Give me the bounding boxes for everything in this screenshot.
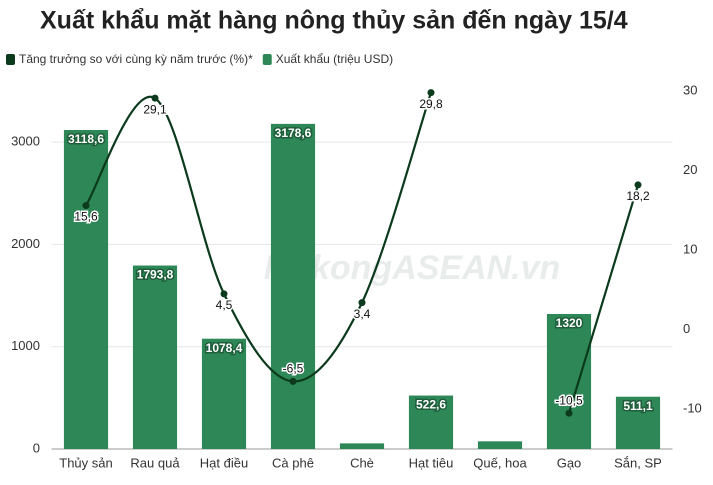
x-tick-label: Gạo [557,455,582,470]
legend-label: Tăng trưởng so với cùng kỳ năm trước (%)… [19,52,253,66]
y2-tick-label: -10 [683,401,702,416]
line-value-label: -6,5 [283,362,304,376]
y2-tick-label: 30 [683,82,697,97]
y-tick-label: 3000 [11,134,40,149]
line-value-label: 18,2 [626,189,650,203]
x-tick-label: Rau quả [130,455,180,470]
bar-value-label: 3118,6 [68,132,104,146]
bar [201,338,247,449]
line-point [289,377,297,385]
line-point [427,89,435,97]
line-point [565,409,573,417]
line-value-label: 3,4 [354,307,371,321]
line-value-label: 4,5 [216,298,233,312]
line-point [82,202,90,210]
bar [546,313,592,449]
line-point [358,299,366,307]
y-tick-label: 1000 [11,338,40,353]
line-value-label: -10,5 [555,393,583,407]
chart-title: Xuất khẩu mặt hàng nông thủy sản đến ngà… [40,7,628,35]
x-tick-label: Hạt điều [200,455,248,470]
line-point [151,94,159,102]
line-point [634,181,642,189]
y-tick-label: 2000 [11,236,40,251]
bar-value-label: 1078,4 [206,341,243,355]
y2-tick-label: 20 [683,162,697,177]
bar [408,395,454,449]
line-point [220,290,228,298]
bar [63,130,109,449]
x-tick-label: Cà phê [272,455,314,470]
line [85,92,433,383]
x-tick-label: Sắn, SP [614,455,662,470]
line-value-label: 29,8 [419,97,443,111]
y-tick-label: 0 [33,440,40,455]
x-tick-label: Chè [350,455,374,470]
x-tick-label: Hạt tiêu [409,455,454,470]
bar-value-label: 3178,6 [275,126,312,140]
bar-value-label: 1793,8 [137,268,174,282]
line-value-label: 15,6 [74,210,98,224]
line [567,184,640,414]
bar [270,123,316,449]
legend-label: Xuất khẩu (triệu USD) [276,52,393,66]
x-tick-label: Quế, hoa [473,455,527,470]
y2-tick-label: 10 [683,242,697,257]
bar [477,441,523,449]
bar [132,265,178,449]
bar-value-label: 522,6 [416,398,446,412]
legend-swatch [262,54,272,65]
y2-tick-label: 0 [683,321,690,336]
bar-value-label: 1320 [556,316,583,330]
bar [615,396,661,449]
legend-swatch [6,54,15,65]
bar [339,443,385,449]
x-tick-label: Thủy sản [59,455,112,470]
bar-value-label: 511,1 [623,399,653,413]
line-value-label: 29,1 [143,102,167,116]
